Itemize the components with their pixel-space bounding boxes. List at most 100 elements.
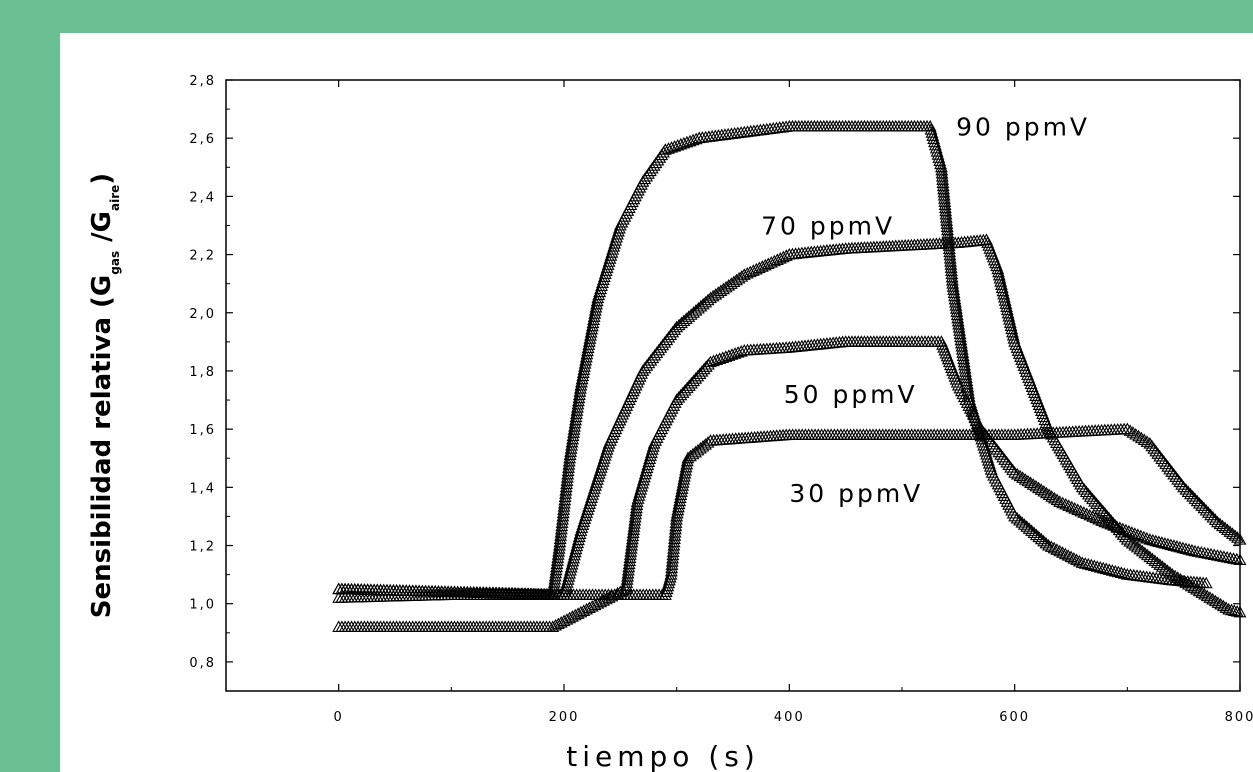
data-point xyxy=(572,530,586,543)
data-point xyxy=(1096,561,1110,574)
data-point xyxy=(583,332,597,344)
data-point xyxy=(587,485,600,497)
data-point xyxy=(559,483,573,496)
series-30-ppmv xyxy=(332,422,1247,603)
data-point xyxy=(561,467,575,480)
data-point xyxy=(553,532,567,545)
data-point xyxy=(673,491,687,504)
data-point xyxy=(953,324,966,336)
data-point xyxy=(1179,542,1193,554)
series-annotation: 50 ppmV xyxy=(784,380,918,409)
data-point xyxy=(934,157,948,170)
data-point xyxy=(574,524,588,536)
data-point xyxy=(669,519,683,532)
data-point xyxy=(551,548,565,560)
data-point xyxy=(1222,602,1236,615)
data-point xyxy=(1195,586,1209,598)
data-point xyxy=(575,375,588,388)
data-point xyxy=(568,548,581,561)
data-point xyxy=(662,576,676,589)
data-point xyxy=(588,482,601,494)
data-point xyxy=(691,443,705,456)
data-point xyxy=(595,458,609,470)
data-point xyxy=(1200,589,1214,602)
data-point xyxy=(592,467,606,479)
data-point xyxy=(1089,511,1103,524)
y-axis-label: Sensibilidad relativa (Ggas /Gaire) xyxy=(87,173,122,618)
data-point xyxy=(564,563,577,576)
data-point xyxy=(1181,485,1195,497)
data-point xyxy=(628,513,642,526)
data-point xyxy=(576,369,590,382)
data-point xyxy=(1056,546,1069,558)
data-point xyxy=(773,252,787,264)
data-point xyxy=(1037,534,1051,547)
data-point xyxy=(1158,536,1172,549)
data-point xyxy=(937,182,950,195)
data-point xyxy=(565,438,579,451)
data-point xyxy=(1204,547,1218,560)
data-point xyxy=(1227,604,1241,616)
y-tick-label: 1,8 xyxy=(189,365,216,380)
data-point xyxy=(566,432,580,445)
data-point xyxy=(945,273,959,286)
data-point xyxy=(568,545,582,558)
data-point xyxy=(1053,544,1067,557)
data-point xyxy=(1044,540,1058,552)
plot-frame xyxy=(225,79,1241,692)
data-point xyxy=(675,316,688,329)
data-point xyxy=(570,404,584,416)
data-point xyxy=(936,176,950,188)
data-point xyxy=(951,311,965,324)
y-tick-label: 1,0 xyxy=(189,598,216,613)
data-point xyxy=(1039,536,1053,549)
data-point xyxy=(593,285,607,298)
data-point xyxy=(564,445,578,457)
data-point xyxy=(1013,513,1026,526)
y-label-sub-gas: gas xyxy=(108,251,122,275)
data-point xyxy=(940,217,954,229)
data-point xyxy=(674,488,688,500)
data-point xyxy=(1017,518,1031,530)
data-point xyxy=(572,391,586,404)
data-point xyxy=(943,245,957,258)
data-point xyxy=(1208,513,1222,525)
data-point xyxy=(949,295,962,308)
data-point xyxy=(1092,499,1106,512)
data-point xyxy=(1206,592,1220,605)
data-point xyxy=(629,507,643,520)
data-point xyxy=(938,192,951,204)
data-point xyxy=(1214,597,1228,610)
x-tick-label: 800 xyxy=(1225,710,1253,725)
data-point xyxy=(597,270,611,282)
data-point xyxy=(764,256,778,268)
y-label-suffix: ) xyxy=(87,173,117,185)
data-point xyxy=(670,509,684,522)
data-point xyxy=(1096,504,1110,517)
data-point xyxy=(591,470,605,482)
data-point xyxy=(1220,550,1234,563)
data-point xyxy=(1185,543,1199,556)
data-point xyxy=(1025,524,1039,536)
data-point xyxy=(1088,494,1101,507)
data-point xyxy=(1013,469,1027,482)
data-point xyxy=(696,439,710,452)
data-point xyxy=(679,312,693,324)
data-point xyxy=(590,294,604,307)
data-point xyxy=(1225,603,1238,616)
data-point xyxy=(673,494,687,507)
series-annotation: 30 ppmV xyxy=(789,479,923,508)
data-point xyxy=(1026,478,1040,490)
data-point xyxy=(640,461,654,474)
data-point xyxy=(1182,577,1195,590)
y-label-g1: G xyxy=(87,275,117,296)
data-point xyxy=(958,358,972,371)
data-point xyxy=(585,319,599,332)
data-point xyxy=(661,579,675,592)
data-point xyxy=(1102,563,1116,575)
data-point xyxy=(633,486,647,498)
data-point xyxy=(952,317,966,330)
data-point xyxy=(577,363,591,375)
data-point xyxy=(599,446,613,458)
data-point xyxy=(578,357,592,369)
